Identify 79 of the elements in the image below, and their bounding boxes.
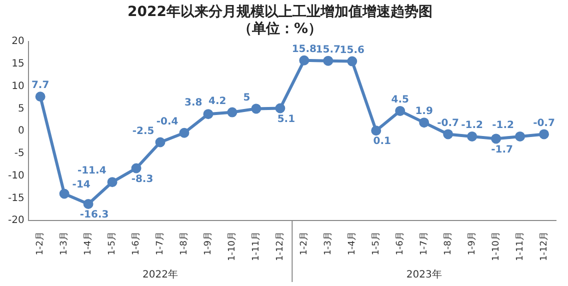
point: [395, 106, 406, 116]
data-label: -8.3: [131, 174, 154, 185]
y-tick-label: -20: [8, 215, 24, 226]
y-tick-label: 20: [12, 36, 24, 48]
y-tick-label: -5: [14, 148, 24, 160]
y-tick-label: 5: [18, 103, 24, 114]
x-tick-label: 1-3月: [60, 232, 70, 256]
point: [323, 56, 334, 66]
data-label: -16.3: [80, 210, 109, 221]
text: 2022年: [142, 268, 178, 281]
point: [515, 131, 526, 142]
x-tick-label: 1-8月: [443, 232, 454, 256]
data-label: 5.1: [277, 114, 296, 125]
point: [83, 199, 94, 210]
data-label: -2.5: [132, 126, 154, 137]
point: [275, 103, 286, 114]
x-tick-label: 1-11月: [252, 232, 262, 262]
chart-subtitle: （单位：%）: [238, 20, 322, 37]
x-tick-label: 1-6月: [395, 232, 406, 256]
x-tick-label: 1-3月: [323, 232, 334, 256]
y-tick-label: 10: [12, 80, 24, 92]
x-tick-label: 1-12月: [276, 232, 286, 262]
data-label: 15.8: [292, 44, 317, 55]
x-tick-label: 1-7月: [156, 232, 166, 256]
x-tick-label: 1-6月: [132, 232, 142, 256]
data-label: 7.7: [31, 80, 50, 92]
data-label: 1.9: [415, 106, 433, 118]
x-tick-label: 1-10月: [228, 232, 238, 262]
y-tick-label: -10: [8, 170, 24, 182]
text: 2023年: [406, 268, 442, 281]
point: [107, 177, 118, 188]
x-tick-label: 1-4月: [84, 232, 94, 256]
data-label: 3.8: [184, 98, 202, 109]
x-tick-label: 1-12月: [539, 232, 550, 262]
x-tick-label: 1-8月: [180, 232, 190, 256]
data-label: 5: [243, 92, 250, 104]
x-tick-label: 1-5月: [108, 232, 118, 256]
data-label: -1.2: [461, 120, 484, 132]
point: [491, 134, 502, 144]
point: [539, 129, 550, 140]
data-label: -14: [72, 179, 90, 190]
y-tick-label: 0: [18, 126, 24, 137]
data-label: 4.2: [208, 96, 226, 107]
x-tick-label: 1-9月: [467, 232, 478, 256]
point: [155, 137, 166, 148]
data-label: 0.1: [373, 136, 392, 148]
y-tick-label: -15: [8, 192, 24, 204]
point: [203, 109, 214, 120]
data-label: -0.4: [156, 116, 178, 128]
point: [59, 188, 70, 199]
data-label: 4.5: [391, 94, 409, 106]
point: [227, 107, 238, 118]
data-label: 15.7: [316, 44, 341, 56]
y-tick-label: 15: [12, 58, 24, 70]
point: [467, 131, 478, 142]
data-label: -1.7: [491, 144, 514, 156]
data-label: -0.7: [437, 118, 460, 129]
x-tick-label: 1-7月: [419, 232, 430, 256]
point: [443, 129, 454, 140]
x-tick-label: 1-11月: [515, 232, 526, 262]
x-tick-label: 1-10月: [491, 232, 502, 262]
point: [35, 92, 46, 102]
point: [251, 104, 262, 114]
point: [347, 56, 358, 66]
data-label: -1.2: [492, 120, 514, 132]
x-tick-label: 1-9月: [204, 232, 214, 256]
point: [299, 55, 310, 66]
x-tick-label: 1-4月: [347, 232, 358, 256]
point: [371, 126, 382, 136]
data-label: -0.7: [533, 118, 555, 129]
data-label: 15.6: [340, 44, 364, 56]
point: [419, 118, 430, 128]
data-label: -11.4: [77, 166, 106, 177]
point: [179, 128, 190, 138]
point: [131, 163, 142, 174]
x-tick-label: 1-2月: [36, 232, 46, 256]
chart-title: 2022年以来分月规模以上工业增加值增速趋势图: [128, 4, 432, 20]
x-tick-label: 1-2月: [300, 232, 310, 256]
x-tick-label: 1-5月: [371, 232, 382, 256]
